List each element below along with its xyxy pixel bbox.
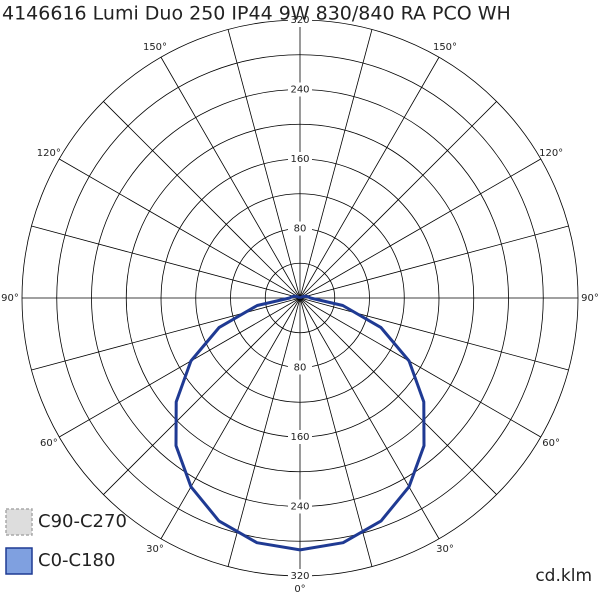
legend-label: C0-C180 xyxy=(38,550,115,571)
angle-label: 90° xyxy=(581,293,599,304)
angle-label: 120° xyxy=(37,148,61,159)
legend-swatch xyxy=(5,547,33,575)
r-tick-label: 320 xyxy=(290,15,309,26)
tick-label-bg xyxy=(288,221,312,236)
grid-spoke xyxy=(59,297,301,438)
r-tick-label: 160 xyxy=(290,154,309,165)
grid-spoke xyxy=(160,297,301,539)
grid-spoke xyxy=(299,101,497,299)
grid-spoke xyxy=(299,297,497,495)
r-tick-label: 80 xyxy=(294,224,307,235)
grid-spoke xyxy=(59,158,301,299)
r-tick-label: 80 xyxy=(294,363,307,374)
grid-spoke xyxy=(299,29,373,299)
r-tick-label: 160 xyxy=(290,432,309,443)
grid-spoke xyxy=(299,297,569,371)
angle-label: 30° xyxy=(146,544,164,555)
angle-label: 60° xyxy=(542,438,560,449)
legend-swatch xyxy=(5,508,33,536)
angle-label: 150° xyxy=(433,42,457,53)
unit-label: cd.klm xyxy=(535,566,592,586)
grid-spoke xyxy=(227,297,301,567)
grid-spoke xyxy=(299,297,373,567)
grid-spoke xyxy=(299,57,440,299)
tick-label-bg xyxy=(288,13,312,27)
tick-label-bg xyxy=(288,430,312,444)
grid-spoke xyxy=(103,297,301,495)
grid-spoke xyxy=(103,101,301,299)
grid-spoke xyxy=(299,158,541,299)
grid-spoke xyxy=(299,297,541,438)
grid-spoke xyxy=(31,225,301,299)
tick-label-bg xyxy=(288,499,312,514)
title-background xyxy=(0,0,600,14)
angle-label: 150° xyxy=(143,42,167,53)
grid-spoke xyxy=(31,297,301,371)
r-tick-label: 240 xyxy=(290,85,309,96)
r-tick-label: 320 xyxy=(290,571,309,582)
grid-spoke xyxy=(299,225,569,299)
tick-label-bg xyxy=(288,82,312,97)
angle-label: 30° xyxy=(436,544,454,555)
r-tick-label: 240 xyxy=(290,502,309,513)
chart-title: 4146616 Lumi Duo 250 IP44 9W 830/840 RA … xyxy=(2,3,511,25)
tick-label-bg xyxy=(288,569,312,583)
tick-label-bg xyxy=(288,152,312,166)
legend-label: C90-C270 xyxy=(38,511,127,532)
angle-label: 90° xyxy=(1,293,19,304)
intensity-curve xyxy=(174,294,426,552)
angle-label: 0° xyxy=(294,584,305,595)
angle-label: 60° xyxy=(40,438,58,449)
grid-spoke xyxy=(160,57,301,299)
grid-spoke xyxy=(227,29,301,299)
tick-label-bg xyxy=(288,360,312,375)
angle-label: 120° xyxy=(539,148,563,159)
grid-spoke xyxy=(299,297,440,539)
